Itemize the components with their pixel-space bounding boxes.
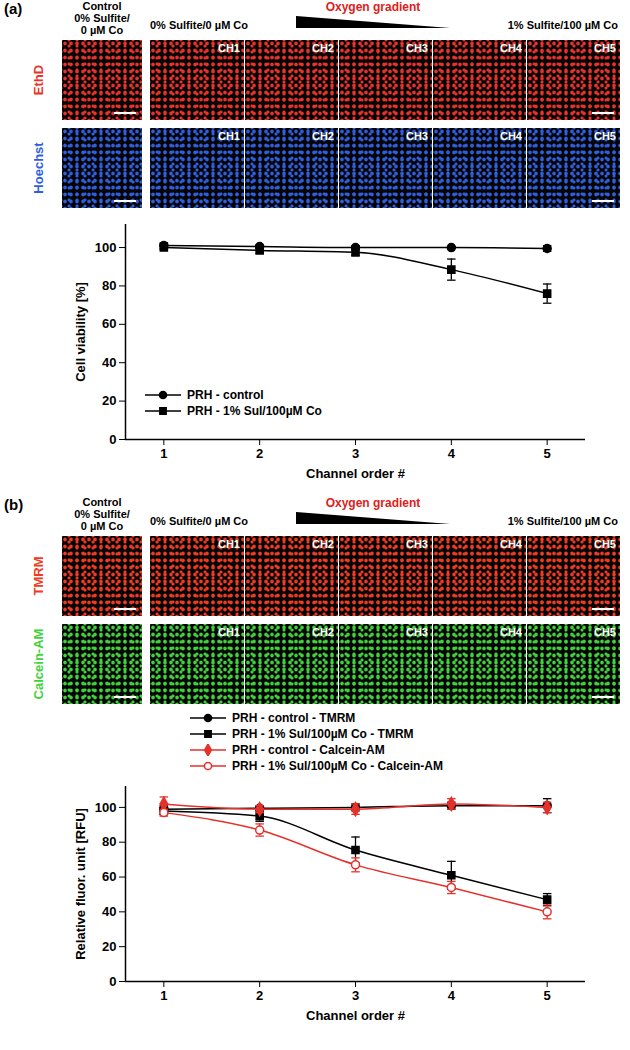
html-text:CH5: CH5: [594, 42, 616, 54]
html-text:CH3: CH3: [406, 42, 428, 54]
html-text:(b): (b): [4, 496, 24, 513]
html-text:PRH - control - Calcein-AM: PRH - control - Calcein-AM: [232, 743, 385, 757]
html-text:CH5: CH5: [594, 626, 616, 638]
svg-text:2: 2: [256, 446, 263, 461]
html-text:Control: Control: [82, 496, 122, 508]
html-text:CH2: CH2: [312, 130, 334, 142]
html-text:CH4: CH4: [500, 130, 522, 142]
svg-text:1: 1: [160, 446, 167, 461]
svg-text:20: 20: [102, 393, 116, 408]
html-text:CH4: CH4: [500, 538, 522, 550]
html-text:CH3: CH3: [406, 538, 428, 550]
html-text:CH1: CH1: [218, 42, 240, 54]
svg-text:3: 3: [352, 988, 359, 1003]
svg-text:60: 60: [102, 869, 116, 884]
html-text:0% Sulfite/0 µM Co: 0% Sulfite/0 µM Co: [150, 515, 248, 527]
html-text:CH1: CH1: [218, 626, 240, 638]
svg-text:3: 3: [352, 446, 359, 461]
html-text:Control: Control: [82, 0, 122, 12]
svg-text:40: 40: [102, 355, 116, 370]
svg-text:4: 4: [448, 988, 456, 1003]
html-text:1% Sulfite/100 µM Co: 1% Sulfite/100 µM Co: [507, 19, 618, 31]
html-text:CH2: CH2: [312, 626, 334, 638]
svg-text:60: 60: [102, 316, 116, 331]
svg-text:5: 5: [544, 446, 551, 461]
html-text:0 µM Co: 0 µM Co: [80, 520, 124, 532]
svg-text:Channel order #: Channel order #: [306, 466, 406, 481]
html-text:EthD: EthD: [30, 64, 46, 96]
svg-text:2: 2: [256, 988, 263, 1003]
svg-text:Relative fluor. unit [RFU]: Relative fluor. unit [RFU]: [73, 808, 88, 960]
svg-text:80: 80: [102, 278, 116, 293]
html-text:Oxygen gradient: Oxygen gradient: [325, 0, 421, 14]
html-text:CH3: CH3: [406, 626, 428, 638]
html-text:CH5: CH5: [594, 130, 616, 142]
html-text:TMRM: TMRM: [30, 556, 46, 596]
html-text:0% Sulfite/: 0% Sulfite/: [74, 12, 130, 24]
html-text:CH2: CH2: [312, 538, 334, 550]
html-text:1% Sulfite/100 µM Co: 1% Sulfite/100 µM Co: [507, 515, 618, 527]
svg-text:40: 40: [102, 904, 116, 919]
svg-text:Cell viability [%]: Cell viability [%]: [73, 282, 88, 382]
svg-text:80: 80: [102, 834, 116, 849]
html-text:PRH - control: PRH - control: [187, 388, 264, 402]
html-text:Oxygen gradient: Oxygen gradient: [325, 496, 421, 510]
html-text:(a): (a): [4, 0, 23, 17]
html-text:CH4: CH4: [500, 626, 522, 638]
html-text:0 µM Co: 0 µM Co: [80, 24, 124, 36]
html-text:CH2: CH2: [312, 42, 334, 54]
html-text:PRH - control - TMRM: PRH - control - TMRM: [232, 711, 356, 725]
svg-text:100: 100: [95, 240, 117, 255]
html-text:PRH - 1% Sul/100µM Co - Calcei: PRH - 1% Sul/100µM Co - Calcein-AM: [232, 759, 443, 773]
html-text:CH5: CH5: [594, 538, 616, 550]
svg-text:0: 0: [109, 432, 116, 447]
html-text:PRH - 1% Sul/100µM Co - TMRM: PRH - 1% Sul/100µM Co - TMRM: [232, 727, 414, 741]
svg-text:5: 5: [544, 988, 551, 1003]
html-text:CH3: CH3: [406, 130, 428, 142]
html-text:0% Sulfite/0 µM Co: 0% Sulfite/0 µM Co: [150, 19, 248, 31]
html-text:PRH - 1% Sul/100µM Co: PRH - 1% Sul/100µM Co: [187, 404, 322, 418]
html-text:CH1: CH1: [218, 130, 240, 142]
html-text:0% Sulfite/: 0% Sulfite/: [74, 508, 130, 520]
html-text:Hoechst: Hoechst: [30, 142, 46, 194]
html-text:CH1: CH1: [218, 538, 240, 550]
svg-text:1: 1: [160, 988, 167, 1003]
svg-text:4: 4: [448, 446, 456, 461]
html-text:CH4: CH4: [500, 42, 522, 54]
svg-text:0: 0: [109, 974, 116, 989]
html-text:Calcein-AM: Calcein-AM: [30, 628, 46, 700]
svg-text:20: 20: [102, 939, 116, 954]
svg-text:100: 100: [95, 800, 117, 815]
svg-text:Channel order #: Channel order #: [306, 1008, 406, 1023]
